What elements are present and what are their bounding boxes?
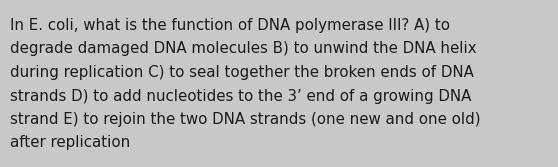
Text: strands D) to add nucleotides to the 3’ end of a growing DNA: strands D) to add nucleotides to the 3’ …	[10, 89, 472, 104]
Text: after replication: after replication	[10, 135, 130, 150]
Text: during replication C) to seal together the broken ends of DNA: during replication C) to seal together t…	[10, 65, 474, 80]
Text: degrade damaged DNA molecules B) to unwind the DNA helix: degrade damaged DNA molecules B) to unwi…	[10, 42, 477, 56]
Text: In E. coli, what is the function of DNA polymerase III? A) to: In E. coli, what is the function of DNA …	[10, 18, 450, 33]
Text: strand E) to rejoin the two DNA strands (one new and one old): strand E) to rejoin the two DNA strands …	[10, 112, 480, 127]
